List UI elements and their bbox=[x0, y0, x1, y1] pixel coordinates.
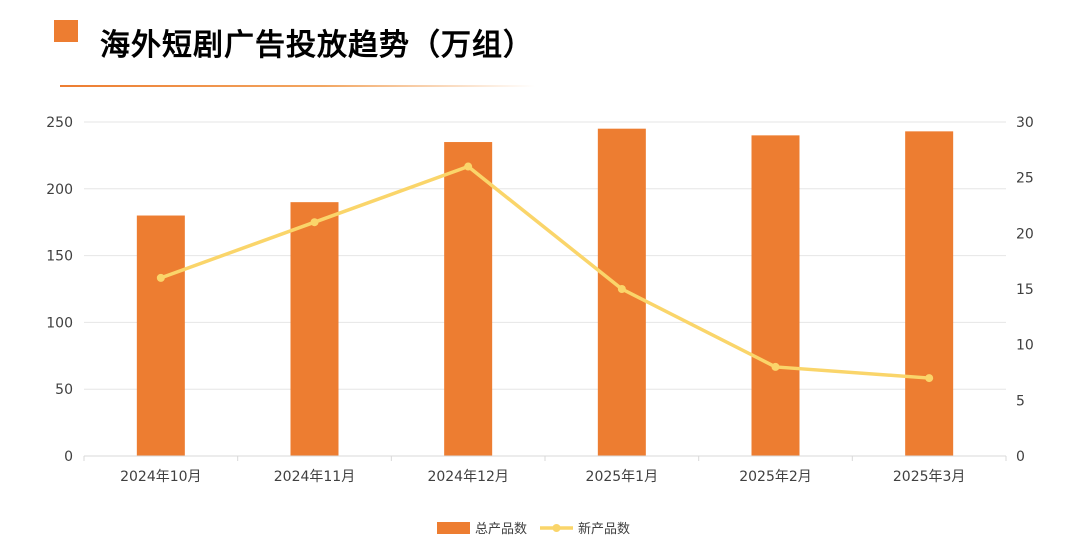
x-tick-label: 2025年3月 bbox=[893, 469, 966, 485]
data-point bbox=[156, 273, 165, 282]
y-axis-right: 0 5 10 15 20 25 30 bbox=[1016, 115, 1034, 465]
bar bbox=[751, 135, 800, 457]
y-left-tick-label: 250 bbox=[46, 115, 73, 131]
y-right-tick-label: 0 bbox=[1016, 449, 1025, 465]
y-left-tick-label: 0 bbox=[64, 449, 73, 465]
x-axis: 2024年10月 2024年11月 2024年12月 2025年1月 2025年2月 20… bbox=[83, 455, 1007, 485]
y-right-tick-label: 10 bbox=[1016, 338, 1034, 354]
bar bbox=[444, 142, 493, 457]
legend-label: 总产品数 bbox=[475, 522, 527, 537]
legend-swatch-marker bbox=[552, 524, 561, 532]
y-axis-left: 0 50 100 150 200 250 bbox=[46, 115, 73, 465]
bar bbox=[290, 202, 339, 456]
data-point bbox=[617, 285, 626, 293]
x-tick-label: 2024年10月 bbox=[120, 469, 201, 485]
series-line bbox=[159, 164, 931, 380]
legend-label: 新产品数 bbox=[578, 521, 630, 537]
bar bbox=[905, 131, 954, 457]
y-right-tick-label: 30 bbox=[1016, 115, 1034, 131]
bar-series bbox=[136, 128, 954, 457]
legend-swatch-bar bbox=[437, 522, 470, 534]
title-underline bbox=[60, 85, 535, 87]
y-right-tick-label: 20 bbox=[1016, 226, 1034, 242]
y-left-tick-label: 200 bbox=[46, 182, 73, 198]
x-tick-label: 2024年11月 bbox=[274, 469, 355, 485]
title-marker bbox=[54, 20, 78, 42]
x-tick-label: 2025年2月 bbox=[739, 469, 812, 485]
data-point bbox=[925, 374, 934, 383]
y-right-tick-label: 25 bbox=[1016, 171, 1034, 187]
legend: 总产品数 新产品数 bbox=[437, 521, 630, 537]
bar bbox=[136, 215, 185, 456]
y-right-tick-label: 5 bbox=[1016, 393, 1025, 409]
y-left-tick-label: 150 bbox=[46, 249, 73, 265]
y-left-tick-label: 50 bbox=[55, 382, 73, 398]
x-tick-label: 2025年1月 bbox=[586, 469, 659, 485]
data-point bbox=[310, 218, 319, 227]
y-right-tick-label: 15 bbox=[1016, 282, 1034, 298]
line-series bbox=[156, 162, 934, 383]
y-left-tick-label: 100 bbox=[46, 315, 73, 331]
page-title: 海外短剧广告投放趋势（万组） bbox=[100, 28, 534, 63]
data-point bbox=[464, 162, 473, 171]
x-tick-label: 2024年12月 bbox=[427, 469, 508, 485]
data-point bbox=[771, 362, 780, 371]
gridlines bbox=[84, 121, 1006, 390]
